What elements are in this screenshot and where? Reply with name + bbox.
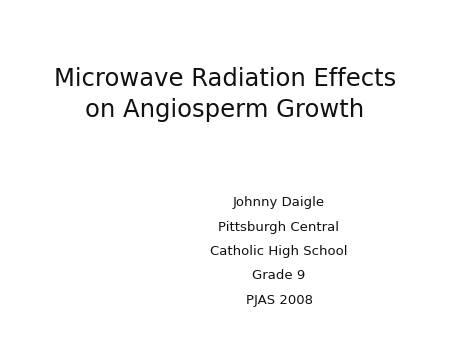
Text: Grade 9: Grade 9 (252, 269, 306, 282)
Text: Johnny Daigle: Johnny Daigle (233, 196, 325, 209)
Text: Pittsburgh Central: Pittsburgh Central (219, 221, 339, 234)
Text: Catholic High School: Catholic High School (210, 245, 348, 258)
Text: PJAS 2008: PJAS 2008 (246, 294, 312, 307)
Text: Microwave Radiation Effects
on Angiosperm Growth: Microwave Radiation Effects on Angiosper… (54, 67, 396, 122)
